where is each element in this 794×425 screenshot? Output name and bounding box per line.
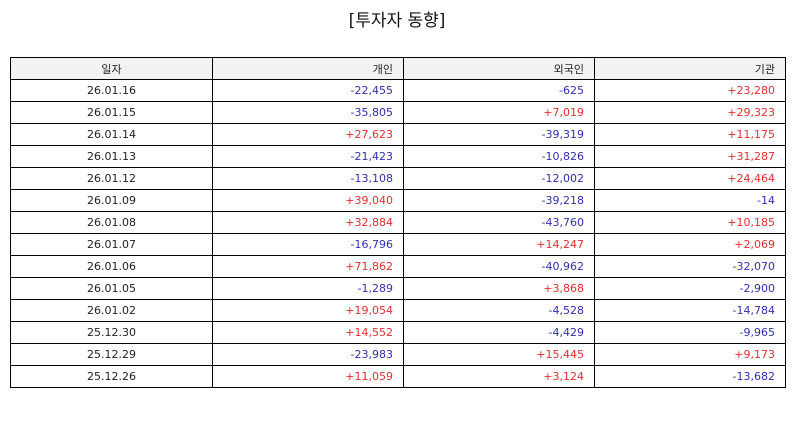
cell-individual: -35,805 [212,101,404,124]
table-header: 일자 개인 외국인 기관 [10,57,786,80]
cell-date: 25.12.30 [10,321,213,344]
cell-individual: +39,040 [212,189,404,212]
cell-foreign: -43,760 [403,211,595,234]
cell-foreign: -4,429 [403,321,595,344]
table-row: 26.01.05 -1,289 +3,868 -2,900 [10,277,786,300]
table-row: 25.12.29 -23,983 +15,445 +9,173 [10,343,786,366]
cell-individual: -21,423 [212,145,404,168]
investor-trend-table-container: 일자 개인 외국인 기관 26.01.16 -22,455 -625 +23,280 2… [10,57,786,388]
cell-individual: +27,623 [212,123,404,146]
cell-date: 26.01.07 [10,233,213,256]
header-date: 일자 [10,57,213,80]
cell-foreign: -39,218 [403,189,595,212]
header-foreign: 외국인 [403,57,595,80]
table-row: 26.01.07 -16,796 +14,247 +2,069 [10,233,786,256]
cell-individual: +71,862 [212,255,404,278]
cell-date: 25.12.26 [10,365,213,388]
cell-foreign: -39,319 [403,123,595,146]
cell-individual: -22,455 [212,79,404,102]
table-row: 26.01.15 -35,805 +7,019 +29,323 [10,101,786,124]
cell-date: 26.01.15 [10,101,213,124]
cell-institution: -32,070 [594,255,786,278]
cell-foreign: -12,002 [403,167,595,190]
cell-institution: -14 [594,189,786,212]
table-row: 26.01.09 +39,040 -39,218 -14 [10,189,786,212]
table-row: 26.01.06 +71,862 -40,962 -32,070 [10,255,786,278]
cell-institution: +31,287 [594,145,786,168]
cell-date: 26.01.08 [10,211,213,234]
cell-foreign: +14,247 [403,233,595,256]
cell-institution: +29,323 [594,101,786,124]
cell-foreign: +15,445 [403,343,595,366]
cell-institution: +9,173 [594,343,786,366]
cell-institution: -13,682 [594,365,786,388]
cell-date: 25.12.29 [10,343,213,366]
header-individual: 개인 [212,57,404,80]
cell-individual: -23,983 [212,343,404,366]
cell-institution: -2,900 [594,277,786,300]
header-row: 일자 개인 외국인 기관 [10,57,786,80]
page-title: [투자자 동향] [348,11,446,31]
cell-institution: -14,784 [594,299,786,322]
cell-foreign: -10,826 [403,145,595,168]
cell-individual: +14,552 [212,321,404,344]
cell-foreign: +3,868 [403,277,595,300]
cell-institution: +24,464 [594,167,786,190]
cell-institution: +2,069 [594,233,786,256]
cell-foreign: -40,962 [403,255,595,278]
cell-individual: +19,054 [212,299,404,322]
cell-individual: +11,059 [212,365,404,388]
cell-date: 26.01.09 [10,189,213,212]
cell-institution: +23,280 [594,79,786,102]
cell-foreign: +3,124 [403,365,595,388]
table-row: 26.01.12 -13,108 -12,002 +24,464 [10,167,786,190]
cell-institution: +10,185 [594,211,786,234]
table-row: 26.01.02 +19,054 -4,528 -14,784 [10,299,786,322]
cell-individual: +32,884 [212,211,404,234]
cell-foreign: -625 [403,79,595,102]
cell-foreign: +7,019 [403,101,595,124]
table-row: 26.01.13 -21,423 -10,826 +31,287 [10,145,786,168]
investor-trend-table: 일자 개인 외국인 기관 26.01.16 -22,455 -625 +23,280 2… [10,57,786,388]
cell-individual: -13,108 [212,167,404,190]
table-row: 25.12.26 +11,059 +3,124 -13,682 [10,365,786,388]
cell-date: 26.01.16 [10,79,213,102]
header-institution: 기관 [594,57,786,80]
table-row: 26.01.14 +27,623 -39,319 +11,175 [10,123,786,146]
cell-date: 26.01.12 [10,167,213,190]
table-row: 26.01.08 +32,884 -43,760 +10,185 [10,211,786,234]
cell-date: 26.01.14 [10,123,213,146]
cell-individual: -16,796 [212,233,404,256]
cell-individual: -1,289 [212,277,404,300]
cell-date: 26.01.06 [10,255,213,278]
cell-date: 26.01.13 [10,145,213,168]
cell-date: 26.01.05 [10,277,213,300]
table-row: 25.12.30 +14,552 -4,429 -9,965 [10,321,786,344]
cell-foreign: -4,528 [403,299,595,322]
table-row: 26.01.16 -22,455 -625 +23,280 [10,79,786,102]
table-body: 26.01.16 -22,455 -625 +23,280 26.01.15 -35,80… [10,79,786,388]
cell-institution: -9,965 [594,321,786,344]
cell-institution: +11,175 [594,123,786,146]
cell-date: 26.01.02 [10,299,213,322]
